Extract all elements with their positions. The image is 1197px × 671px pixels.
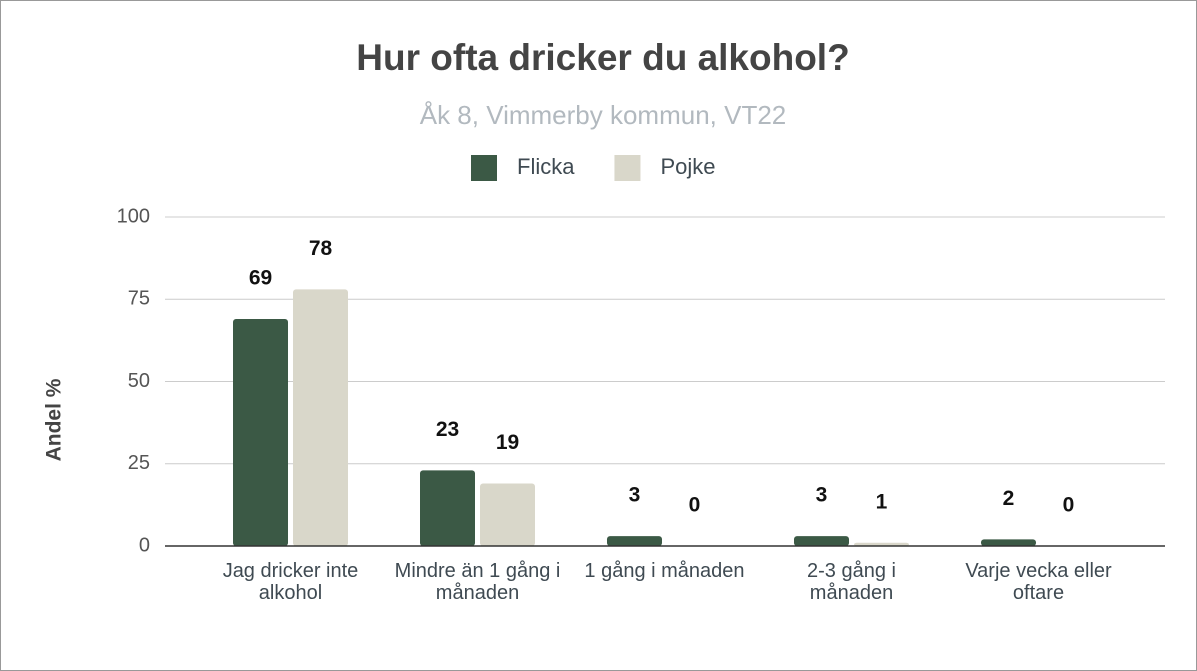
bar bbox=[233, 318, 288, 546]
x-tick-label: 2-3 gång i månaden bbox=[807, 560, 896, 604]
y-tick-label: 75 bbox=[128, 288, 150, 310]
data-label: 78 bbox=[309, 237, 333, 260]
data-label: 69 bbox=[249, 267, 272, 290]
x-tick-label: Jag dricker inte alkohol bbox=[222, 560, 359, 604]
legend-swatch bbox=[471, 155, 497, 181]
data-label: 23 bbox=[436, 418, 459, 441]
legend-swatch bbox=[614, 155, 641, 181]
bar bbox=[293, 289, 348, 546]
data-label: 0 bbox=[1063, 494, 1075, 517]
chart-subtitle: Åk 8, Vimmerby kommun, VT22 bbox=[420, 100, 787, 130]
bar bbox=[607, 536, 662, 546]
bar bbox=[794, 536, 849, 546]
x-tick-label: Varje vecka eller oftare bbox=[965, 560, 1112, 604]
bar bbox=[420, 470, 475, 546]
x-tick-label: 1 gång i månaden bbox=[584, 560, 745, 582]
data-label: 1 bbox=[876, 490, 888, 513]
data-label: 3 bbox=[629, 484, 641, 507]
y-tick-label: 50 bbox=[128, 370, 150, 392]
y-tick-label: 0 bbox=[139, 534, 150, 556]
data-label: 3 bbox=[816, 484, 828, 507]
bar bbox=[981, 539, 1036, 546]
y-axis-label: Andel % bbox=[43, 378, 66, 461]
bar bbox=[480, 483, 535, 546]
legend-label: Flicka bbox=[517, 154, 575, 179]
x-tick-label: Mindre än 1 gång i månaden bbox=[394, 560, 561, 604]
y-tick-label: 100 bbox=[117, 205, 150, 227]
chart-title: Hur ofta dricker du alkohol? bbox=[356, 37, 849, 78]
bar bbox=[854, 542, 909, 546]
data-label: 19 bbox=[496, 431, 519, 454]
data-label: 0 bbox=[689, 494, 701, 517]
y-tick-label: 25 bbox=[128, 452, 150, 474]
data-label: 2 bbox=[1003, 487, 1015, 510]
legend-label: Pojke bbox=[660, 154, 715, 179]
